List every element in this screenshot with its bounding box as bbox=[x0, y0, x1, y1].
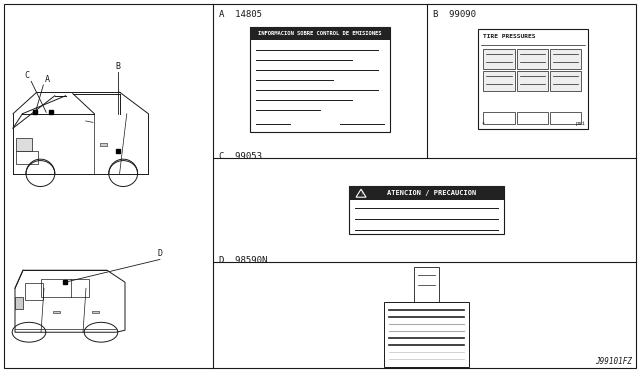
Bar bbox=[550, 112, 582, 124]
Text: D  98590N: D 98590N bbox=[219, 256, 268, 265]
Bar bbox=[53, 311, 60, 314]
Text: INFORMACION SOBRE CONTROL DE EMISIONES: INFORMACION SOBRE CONTROL DE EMISIONES bbox=[259, 31, 381, 36]
Text: J99101FZ: J99101FZ bbox=[595, 357, 632, 366]
Bar bbox=[250, 26, 390, 39]
Text: A: A bbox=[44, 74, 49, 84]
Text: B  99090: B 99090 bbox=[433, 10, 476, 19]
Bar bbox=[384, 302, 469, 367]
Text: A  14805: A 14805 bbox=[219, 10, 262, 19]
Bar bbox=[516, 71, 548, 91]
Bar bbox=[100, 143, 108, 146]
Bar bbox=[479, 29, 588, 129]
Bar bbox=[92, 311, 99, 314]
Bar bbox=[16, 151, 38, 164]
Text: D: D bbox=[157, 249, 163, 258]
Bar bbox=[349, 186, 504, 234]
Text: C  99053: C 99053 bbox=[219, 152, 262, 161]
Text: B: B bbox=[116, 61, 121, 71]
Bar bbox=[349, 186, 504, 200]
Bar bbox=[41, 279, 89, 297]
Bar bbox=[516, 49, 548, 69]
Bar bbox=[550, 71, 582, 91]
Text: TIRE PRESSURES: TIRE PRESSURES bbox=[483, 34, 536, 39]
Bar bbox=[414, 267, 439, 302]
Text: C: C bbox=[24, 71, 29, 80]
Bar bbox=[483, 49, 515, 69]
Bar bbox=[15, 297, 23, 309]
Text: ATENCION / PRECAUCION: ATENCION / PRECAUCION bbox=[387, 190, 476, 196]
Text: *: * bbox=[481, 121, 484, 126]
Bar bbox=[516, 112, 548, 124]
Bar bbox=[483, 112, 515, 124]
Bar bbox=[550, 49, 582, 69]
Bar bbox=[250, 26, 390, 132]
Bar bbox=[25, 283, 43, 300]
Text: psi: psi bbox=[576, 121, 586, 126]
Bar bbox=[16, 138, 32, 151]
Bar bbox=[483, 71, 515, 91]
Text: !: ! bbox=[360, 191, 362, 196]
